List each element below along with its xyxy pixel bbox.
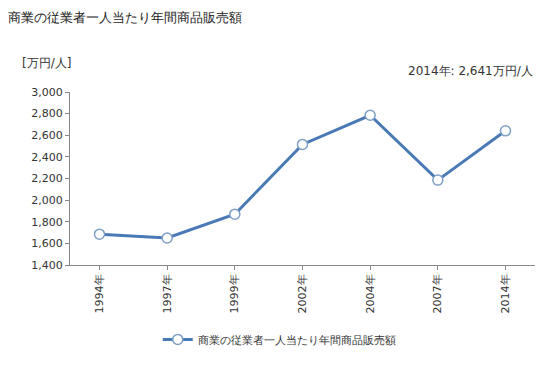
svg-text:1999年: 1999年 xyxy=(228,274,241,313)
svg-text:2,200: 2,200 xyxy=(31,172,63,185)
svg-text:商業の従業者一人当たり年間商品販売額: 商業の従業者一人当たり年間商品販売額 xyxy=(198,334,396,347)
svg-text:2014年: 2014年 xyxy=(499,274,512,313)
svg-text:2,600: 2,600 xyxy=(31,129,63,142)
svg-text:2,000: 2,000 xyxy=(31,194,63,207)
svg-text:[万円/人]: [万円/人] xyxy=(22,56,71,70)
svg-text:2,800: 2,800 xyxy=(31,107,63,120)
svg-text:商業の従業者一人当たり年間商品販売額: 商業の従業者一人当たり年間商品販売額 xyxy=(8,10,242,25)
svg-text:2,400: 2,400 xyxy=(31,151,63,164)
svg-text:2002年: 2002年 xyxy=(296,274,309,313)
svg-text:2014年: 2,641万円/人: 2014年: 2,641万円/人 xyxy=(408,64,533,78)
svg-text:1,800: 1,800 xyxy=(31,216,63,229)
svg-text:2007年: 2007年 xyxy=(431,274,444,313)
svg-text:2004年: 2004年 xyxy=(364,274,377,313)
svg-text:1,400: 1,400 xyxy=(31,259,63,272)
svg-text:1997年: 1997年 xyxy=(161,274,174,313)
svg-text:1,600: 1,600 xyxy=(31,237,63,250)
svg-text:3,000: 3,000 xyxy=(31,86,63,99)
svg-text:1994年: 1994年 xyxy=(93,274,106,313)
